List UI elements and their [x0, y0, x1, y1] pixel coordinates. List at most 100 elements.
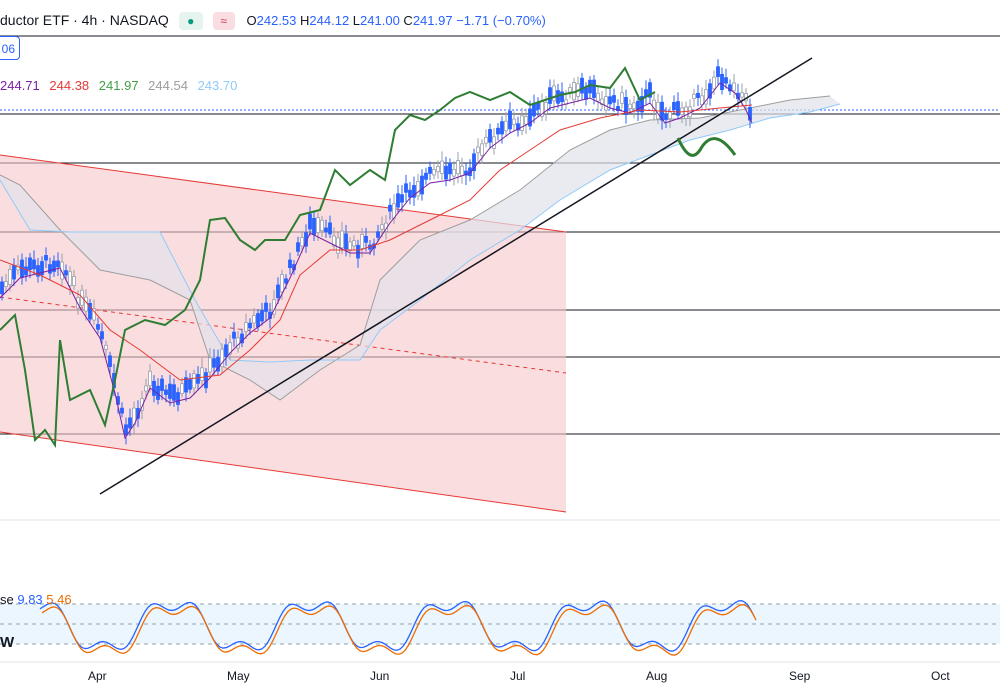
- candle-body: [28, 257, 32, 270]
- candle-body: [560, 91, 564, 103]
- stoch-legend: se 9.83 5.46: [0, 592, 72, 607]
- candle-body: [504, 120, 508, 132]
- candle-body: [264, 302, 268, 312]
- candle-body: [200, 367, 204, 382]
- candle-body: [444, 165, 448, 180]
- candle-body: [64, 270, 68, 276]
- candle-body: [596, 92, 600, 102]
- candle-body: [196, 374, 200, 384]
- candle-body: [340, 230, 344, 249]
- candle-body: [632, 102, 636, 109]
- candle-body: [328, 222, 332, 235]
- candle-body: [176, 392, 180, 405]
- candle-body: [436, 165, 440, 173]
- candle-body: [352, 240, 356, 247]
- candle-body: [488, 129, 492, 143]
- candle-body: [148, 370, 152, 387]
- candle-body: [568, 87, 572, 93]
- wave-icon[interactable]: ≈: [212, 12, 235, 31]
- candle-body: [408, 189, 412, 198]
- candle-body: [140, 398, 144, 411]
- candle-body: [60, 261, 64, 280]
- ichimoku-legend: 244.71 244.38 241.97 244.54 243.70: [0, 78, 243, 93]
- candle-body: [748, 106, 752, 121]
- candle-body: [740, 92, 744, 98]
- candle-body: [100, 331, 104, 340]
- candle-body: [360, 233, 364, 249]
- candle-body: [180, 383, 184, 394]
- side-value-box[interactable]: 06: [0, 36, 20, 60]
- candle-body: [508, 110, 512, 130]
- candle-body: [520, 115, 524, 131]
- candle-body: [536, 102, 540, 110]
- candle-body: [640, 96, 644, 113]
- ichimoku-cloud: [0, 96, 840, 400]
- stoch-label: se: [0, 592, 14, 607]
- candle-body: [276, 284, 280, 299]
- candle-body: [252, 315, 256, 324]
- market-status-icon[interactable]: ●: [178, 12, 203, 31]
- candle-body: [732, 82, 736, 92]
- close-value: 241.97: [412, 13, 453, 28]
- trend-line: [99, 57, 813, 495]
- candle-body: [332, 235, 336, 247]
- candle-body: [52, 260, 56, 272]
- candle-body: [388, 204, 392, 212]
- candle-body: [260, 310, 264, 322]
- candle-body: [480, 143, 484, 156]
- candle-body: [416, 181, 420, 197]
- ichimoku-kijun-value: 244.38: [49, 78, 90, 93]
- projection-wave: [676, 137, 737, 157]
- candle-body: [240, 333, 244, 344]
- candle-body: [192, 373, 196, 389]
- candle-body: [696, 92, 700, 98]
- ohlc-readout: O242.53 H244.12 L241.00 C241.97 −1.71 (−…: [246, 13, 546, 28]
- x-label-oct: Oct: [931, 669, 950, 683]
- channel-mid-line: [0, 296, 567, 374]
- candle-body: [312, 217, 316, 235]
- candle-body: [108, 355, 112, 367]
- candle-body: [228, 342, 232, 355]
- candle-body: [472, 153, 476, 172]
- candle-body: [296, 242, 300, 252]
- candle-body: [452, 169, 456, 177]
- stoch-suffix: W: [0, 634, 15, 651]
- regression-channel: [0, 155, 566, 512]
- candle-body: [552, 85, 556, 102]
- candle-body: [244, 322, 248, 332]
- candle-body: [248, 322, 252, 329]
- candle-body: [104, 344, 108, 350]
- candle-body: [700, 95, 704, 106]
- candle-body: [188, 379, 192, 390]
- candle-body: [324, 227, 328, 233]
- candle-body: [684, 106, 688, 119]
- candle-body: [668, 111, 672, 119]
- candle-body: [396, 193, 400, 208]
- low-value: 241.00: [360, 13, 400, 28]
- candle-body: [232, 331, 236, 339]
- candle-body: [56, 260, 60, 268]
- candle-body: [412, 185, 416, 198]
- x-label-aug: Aug: [646, 669, 668, 683]
- ichimoku-span-b: [0, 103, 841, 363]
- candle-body: [8, 269, 12, 285]
- candle-body: [476, 146, 480, 154]
- candle-body: [524, 115, 528, 125]
- open-value: 242.53: [256, 13, 297, 28]
- high-value: 244.12: [309, 13, 350, 28]
- candle-body: [612, 95, 616, 103]
- candle-body: [216, 356, 220, 372]
- symbol-title[interactable]: ductor ETF · 4h · NASDAQ: [0, 12, 169, 28]
- candle-body: [532, 103, 536, 117]
- candle-body: [308, 213, 312, 230]
- candle-body: [600, 98, 604, 106]
- candle-body: [320, 219, 324, 232]
- candle-body: [72, 276, 76, 287]
- candle-body: [0, 281, 4, 295]
- candle-body: [704, 89, 708, 105]
- candle-body: [672, 102, 676, 110]
- candle-body: [500, 121, 504, 135]
- candle-body: [460, 165, 464, 177]
- candle-body: [208, 357, 212, 373]
